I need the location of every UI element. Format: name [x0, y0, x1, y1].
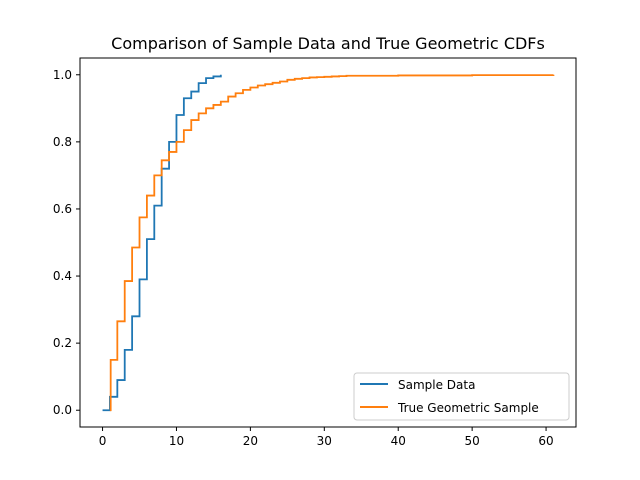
x-tick-label: 60 — [538, 434, 553, 448]
x-tick-label: 50 — [465, 434, 480, 448]
y-tick-label: 1.0 — [53, 68, 72, 82]
y-tick-label: 0.8 — [53, 135, 72, 149]
legend: Sample Data True Geometric Sample — [353, 372, 570, 421]
x-tick-label: 10 — [169, 434, 184, 448]
y-tick-label: 0.0 — [53, 403, 72, 417]
x-tick-label: 40 — [391, 434, 406, 448]
y-tick-label: 0.4 — [53, 269, 72, 283]
x-axis-ticks: 0 10 20 30 40 50 60 — [99, 427, 554, 448]
y-tick-label: 0.6 — [53, 202, 72, 216]
x-tick-label: 30 — [317, 434, 332, 448]
y-tick-label: 0.2 — [53, 336, 72, 350]
x-tick-label: 20 — [243, 434, 258, 448]
chart-title: Comparison of Sample Data and True Geome… — [111, 34, 545, 53]
series-line-1 — [109, 74, 555, 412]
legend-label-sample-data: Sample Data — [398, 378, 475, 392]
legend-box — [353, 372, 570, 421]
y-axis-ticks: 0.0 0.2 0.4 0.6 0.8 1.0 — [53, 68, 80, 417]
legend-label-true-geometric-sample: True Geometric Sample — [397, 401, 539, 415]
plot-frame — [79, 57, 577, 428]
series-layer — [102, 74, 555, 412]
x-tick-label: 0 — [99, 434, 107, 448]
